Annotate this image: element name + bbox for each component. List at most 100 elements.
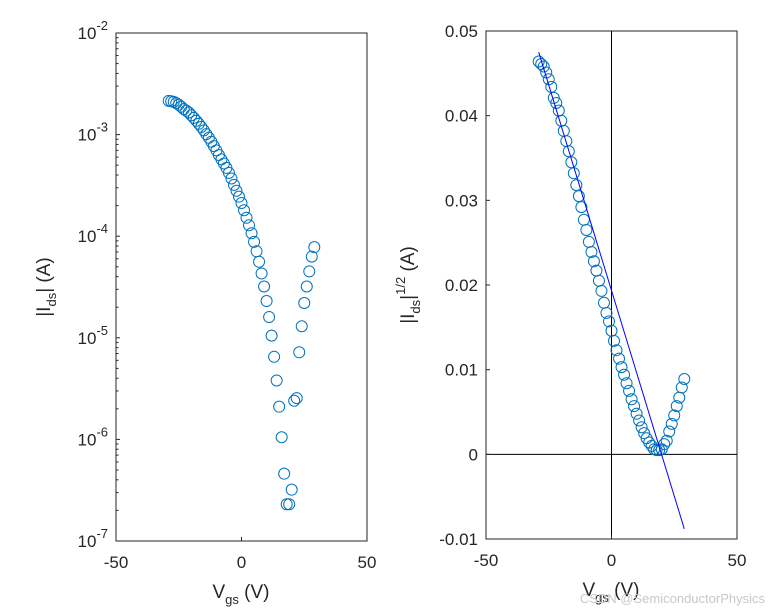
right-x-tick-label: 0 [607, 551, 616, 570]
right-data-point [625, 393, 638, 406]
left-data-point [225, 172, 238, 185]
right-data-point [570, 179, 583, 192]
right-x-axis-label: Vgs (V) [582, 580, 639, 605]
right-data-point [678, 372, 691, 385]
left-data-point [248, 235, 261, 248]
left-data-point [305, 250, 318, 263]
right-data-point [562, 145, 575, 158]
right-data-point [585, 245, 598, 258]
left-data-point [227, 178, 240, 191]
left-data-point [235, 197, 248, 210]
left-y-tick-label: 10-7 [78, 526, 108, 551]
right-data-point [565, 156, 578, 169]
left-y-tick-label: 10-5 [78, 323, 108, 348]
right-fit-line-group [538, 52, 685, 529]
right-data-point [587, 255, 600, 268]
right-y-tick-label: 0.02 [445, 276, 478, 295]
right-y-tick-label: 0 [469, 445, 478, 464]
left-x-axis-label: Vgs (V) [212, 582, 269, 607]
left-x-tick-label: -50 [104, 553, 129, 572]
left-y-tick-label: 10-4 [78, 221, 108, 246]
right-data-point [595, 284, 608, 297]
right-reference-lines [486, 31, 737, 539]
left-y-axis-label: |Ids| (A) [34, 257, 59, 317]
right-data-point [633, 414, 646, 427]
right-data-point [572, 190, 585, 203]
right-data-markers [532, 55, 691, 457]
right-y-tick-label: -0.01 [439, 530, 478, 549]
left-y-tick-label: 10-2 [78, 18, 108, 43]
left-data-point [290, 392, 303, 405]
right-data-point [602, 315, 615, 328]
left-data-point [260, 295, 273, 308]
right-fit-line [538, 52, 685, 529]
right-y-tick-label: 0.05 [445, 22, 478, 41]
left-data-point [232, 190, 245, 203]
left-y-tick-label: 10-6 [78, 424, 108, 449]
left-data-point [288, 394, 301, 407]
left-data-point [298, 297, 311, 310]
left-data-markers [162, 94, 321, 511]
right-data-point [600, 306, 613, 319]
left-data-point [295, 320, 308, 333]
left-data-point [255, 267, 268, 280]
left-data-point [278, 467, 291, 480]
left-data-point [308, 241, 321, 254]
right-y-axis-label: |Ids|1/2 (A) [393, 246, 423, 324]
left-data-point [285, 483, 298, 496]
right-y-tick-label: 0.04 [445, 107, 478, 126]
right-x-tick-label: -50 [474, 551, 499, 570]
left-data-point [273, 400, 286, 413]
left-data-point [240, 211, 253, 224]
left-plot-area [115, 32, 368, 542]
left-data-point [243, 219, 256, 232]
left-y-tick-label: 10-3 [78, 120, 108, 145]
left-data-point [265, 329, 278, 342]
right-data-point [660, 434, 673, 447]
right-data-point [620, 377, 633, 390]
left-data-point [253, 255, 266, 268]
right-data-point [610, 344, 623, 357]
right-data-point [580, 223, 593, 236]
right-data-point [613, 352, 626, 365]
right-data-point [615, 361, 628, 374]
right-y-tick-label: 0.03 [445, 191, 478, 210]
left-data-point [300, 280, 313, 293]
left-data-point [275, 431, 288, 444]
right-data-point [663, 425, 676, 438]
right-x-tick-label: 50 [728, 551, 747, 570]
left-data-point [293, 346, 306, 359]
left-x-tick-label: 50 [358, 553, 377, 572]
left-data-point [258, 280, 271, 293]
left-data-point [268, 350, 281, 363]
right-data-point [675, 381, 688, 394]
left-ticks: -50 0 50 10-2 10-3 10-4 10-5 10-6 10-7 [78, 18, 377, 572]
right-data-point [628, 400, 641, 413]
left-data-point [263, 311, 276, 324]
left-data-point [222, 166, 235, 179]
right-plot: -50 0 50 0.05 0.04 0.03 0.02 0.01 0 -0.01 Vgs (V)… [393, 22, 746, 605]
right-data-point [670, 400, 683, 413]
right-data-point [668, 409, 681, 422]
left-x-tick-label: 0 [237, 553, 246, 572]
left-data-point [280, 498, 293, 511]
right-data-point [665, 417, 678, 430]
watermark: CSDN @SemiconductorPhysics [579, 591, 765, 606]
right-data-point [575, 201, 588, 214]
right-y-tick-label: 0.01 [445, 361, 478, 380]
left-data-point [238, 204, 251, 217]
right-data-point [618, 368, 631, 381]
right-data-point [608, 334, 621, 347]
right-data-point [537, 60, 550, 73]
left-data-point [283, 498, 296, 511]
left-data-point [270, 374, 283, 387]
left-data-point [245, 227, 258, 240]
right-data-point [623, 384, 636, 397]
left-plot: -50 0 50 10-2 10-3 10-4 10-5 10-6 10-7 Vgs (V) |… [34, 18, 376, 607]
right-ticks: -50 0 50 0.05 0.04 0.03 0.02 0.01 0 -0.01 [439, 22, 746, 570]
right-data-point [635, 421, 648, 434]
left-data-point [303, 265, 316, 278]
right-data-point [630, 407, 643, 420]
left-data-point [230, 184, 243, 197]
